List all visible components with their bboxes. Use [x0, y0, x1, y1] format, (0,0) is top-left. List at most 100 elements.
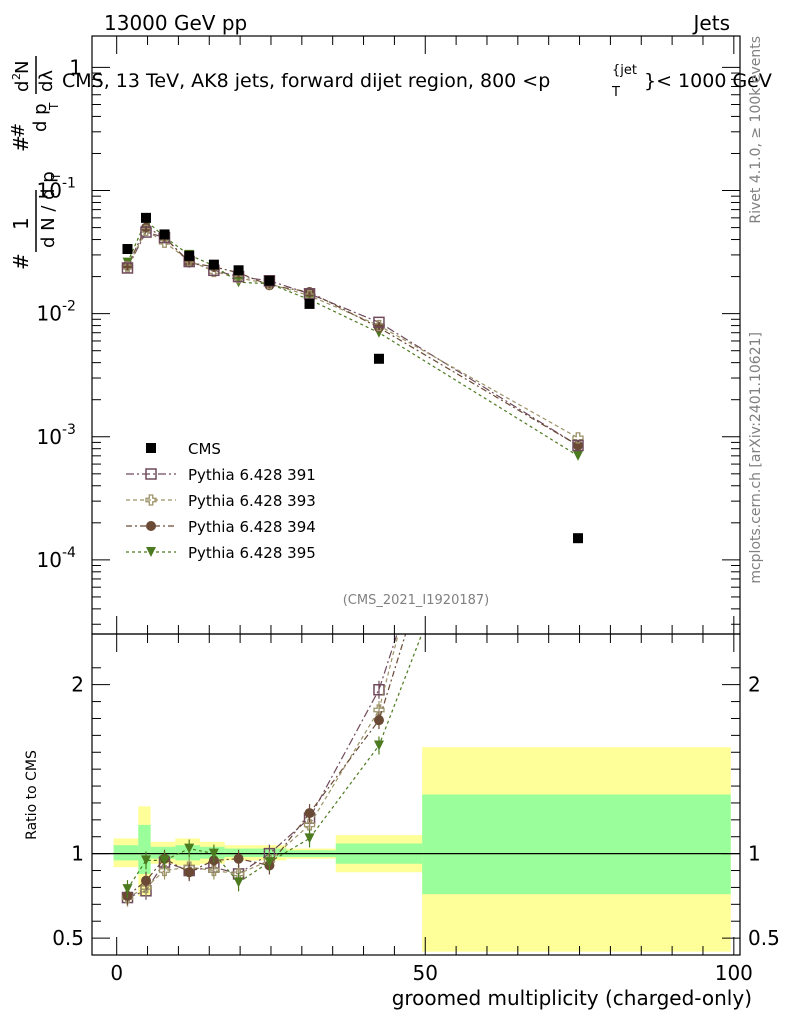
main-y-ticks: 10 -410 -310 -210 -11 [37, 55, 740, 625]
y-tick-label: 10 [37, 548, 62, 572]
ylabel-dpt: d p [30, 103, 51, 132]
title-superscript: {jet [612, 63, 637, 78]
data-point [572, 439, 584, 452]
main-panel: 10 -410 -310 -210 -11 [37, 35, 741, 635]
legend-label: Pythia 6.428 394 [188, 518, 316, 536]
main-line-2 [126, 229, 579, 439]
ylabel-hash2: # [9, 135, 33, 152]
ratio-point [184, 867, 195, 878]
ratio-y-ticks: 0.5 0.5 1 1 2 2 [52, 667, 780, 950]
ratio-y-tick-label-right: 0.5 [748, 926, 780, 950]
ratio-point [573, 71, 583, 81]
legend: CMS Pythia 6.428 391 Pythia 6.428 393 Pythi… [126, 440, 316, 562]
y-tick-exponent: -1 [62, 176, 76, 192]
y-axis-label-main: # 1 d N / d p T # d p T # d 2 N dλ [8, 56, 63, 270]
main-line-1 [126, 231, 579, 446]
uncertainty-bands [113, 747, 731, 952]
main-line-3 [126, 226, 579, 446]
ratio-y-tick-label-right: 1 [748, 842, 761, 866]
legend-marker [146, 521, 156, 531]
y-tick-label: 10 [37, 425, 62, 449]
ratio-point [304, 833, 315, 844]
ratio-point [373, 715, 384, 726]
header-right: Jets [692, 11, 730, 35]
legend-entry: CMS [146, 440, 221, 458]
band-inner-9 [422, 794, 731, 895]
band-inner-6 [255, 848, 287, 858]
data-point [208, 259, 219, 270]
plot-title: CMS, 13 TeV, AK8 jets, forward dijet reg… [62, 63, 772, 100]
title-main: CMS, 13 TeV, AK8 jets, forward dijet reg… [62, 70, 550, 92]
ratio-point [264, 857, 275, 868]
band-inner-1 [138, 824, 151, 874]
main-line-4 [126, 219, 579, 457]
ratio-point [141, 855, 151, 866]
ratio-point [573, 71, 583, 81]
y-tick-exponent: -3 [62, 422, 76, 438]
ylabel-one: 1 [9, 217, 33, 230]
ylabel-dlam: dλ [36, 70, 57, 92]
data-point [233, 265, 244, 276]
analysis-watermark: (CMS_2021_I1920187) [343, 593, 490, 608]
band-inner-5 [224, 848, 256, 858]
side-text-rivet: Rivet 4.1.0, ≥ 100k events [748, 36, 764, 224]
legend-entry: Pythia 6.428 393 [126, 492, 316, 510]
ratio-point [304, 808, 315, 819]
ratio-y-tick-label-right: 2 [748, 673, 761, 697]
data-point [573, 440, 583, 451]
ratio-y-tick-label: 2 [71, 673, 84, 697]
header-left: 13000 GeV pp [104, 11, 247, 35]
x-ticks: 0 50 100 [110, 36, 753, 985]
data-point [303, 288, 316, 300]
y-tick-exponent: -4 [62, 545, 76, 561]
data-point [121, 262, 134, 274]
legend-entry: Pythia 6.428 395 [126, 544, 316, 562]
ylabel-t2: T [47, 102, 61, 111]
ratio-y-tick-label: 1 [71, 842, 84, 866]
ratio-line-3 [127, 634, 407, 897]
data-point [122, 244, 133, 255]
side-text-mcplots: mcplots.cern.ch [arXiv:2401.10621] [748, 332, 764, 584]
ratio-panel: 0 50 100 0.5 0.5 1 1 2 2 [52, 36, 780, 985]
ratio-point [140, 881, 152, 894]
data-point [159, 229, 170, 240]
y-tick-exponent: -2 [62, 299, 76, 315]
ylabel-hash3: # [8, 123, 29, 138]
y-tick-label: 10 [37, 179, 62, 203]
ratio-point [373, 684, 385, 696]
legend-label: Pythia 6.428 395 [188, 544, 316, 562]
legend-label: CMS [188, 440, 221, 458]
ylabel-d2: d [12, 81, 33, 92]
ratio-point [208, 848, 219, 859]
ylabel-t1: T [49, 172, 63, 181]
legend-label: Pythia 6.428 393 [188, 492, 316, 510]
y-axis-label-ratio: Ratio to CMS [24, 750, 40, 840]
ratio-y-tick-label: 0.5 [52, 926, 84, 950]
data-point [141, 212, 151, 223]
data-point [573, 533, 583, 544]
ratio-series [121, 71, 583, 907]
legend-marker [145, 468, 157, 480]
main-series [121, 212, 584, 544]
ylabel-dn-dpt: d N / d p [38, 171, 59, 248]
band-inner-0 [113, 845, 139, 861]
data-point [573, 450, 583, 461]
data-point [572, 432, 584, 444]
ylabel-sq: 2 [10, 73, 23, 80]
ratio-line-2 [127, 634, 399, 899]
ratio-point [233, 877, 244, 888]
ylabel-n: N [12, 61, 33, 74]
legend-label: Pythia 6.428 391 [188, 466, 316, 484]
ratio-point [141, 875, 151, 886]
ratio-point [208, 864, 220, 877]
ratio-line-4 [126, 634, 423, 890]
data-point [140, 226, 152, 238]
data-point [264, 275, 275, 286]
data-point [184, 250, 195, 261]
x-tick-label: 100 [715, 961, 753, 985]
ratio-point [573, 224, 583, 234]
ratio-line-1 [127, 634, 398, 899]
ratio-point [233, 853, 244, 864]
band-inner-2 [150, 846, 176, 859]
